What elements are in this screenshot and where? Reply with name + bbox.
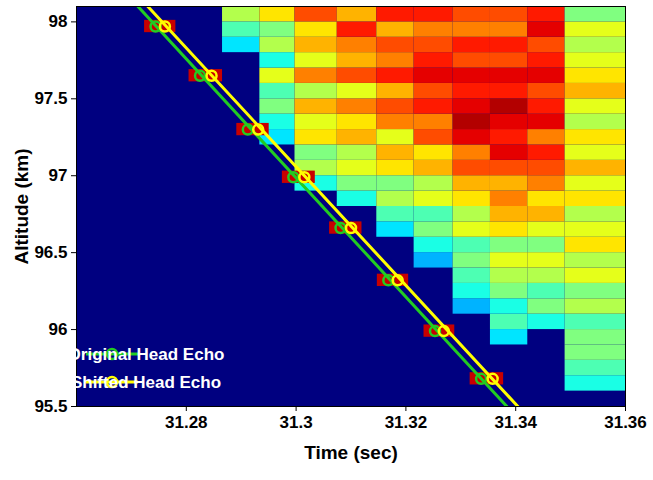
svg-text:96.5: 96.5 [34,243,67,262]
svg-text:31.28: 31.28 [165,413,208,432]
svg-text:Shifted Head Echo: Shifted Head Echo [71,373,221,392]
svg-text:31.36: 31.36 [604,413,647,432]
svg-text:31.32: 31.32 [385,413,428,432]
svg-text:Original Head Echo: Original Head Echo [68,345,225,364]
svg-text:97: 97 [49,166,68,185]
svg-text:Altitude (km): Altitude (km) [11,148,32,264]
svg-text:95.5: 95.5 [34,397,67,416]
svg-text:Time (sec): Time (sec) [304,442,398,463]
svg-text:96: 96 [49,320,68,339]
svg-text:97.5: 97.5 [34,89,67,108]
svg-text:98: 98 [49,12,68,31]
svg-text:31.3: 31.3 [280,413,313,432]
svg-text:31.34: 31.34 [494,413,537,432]
